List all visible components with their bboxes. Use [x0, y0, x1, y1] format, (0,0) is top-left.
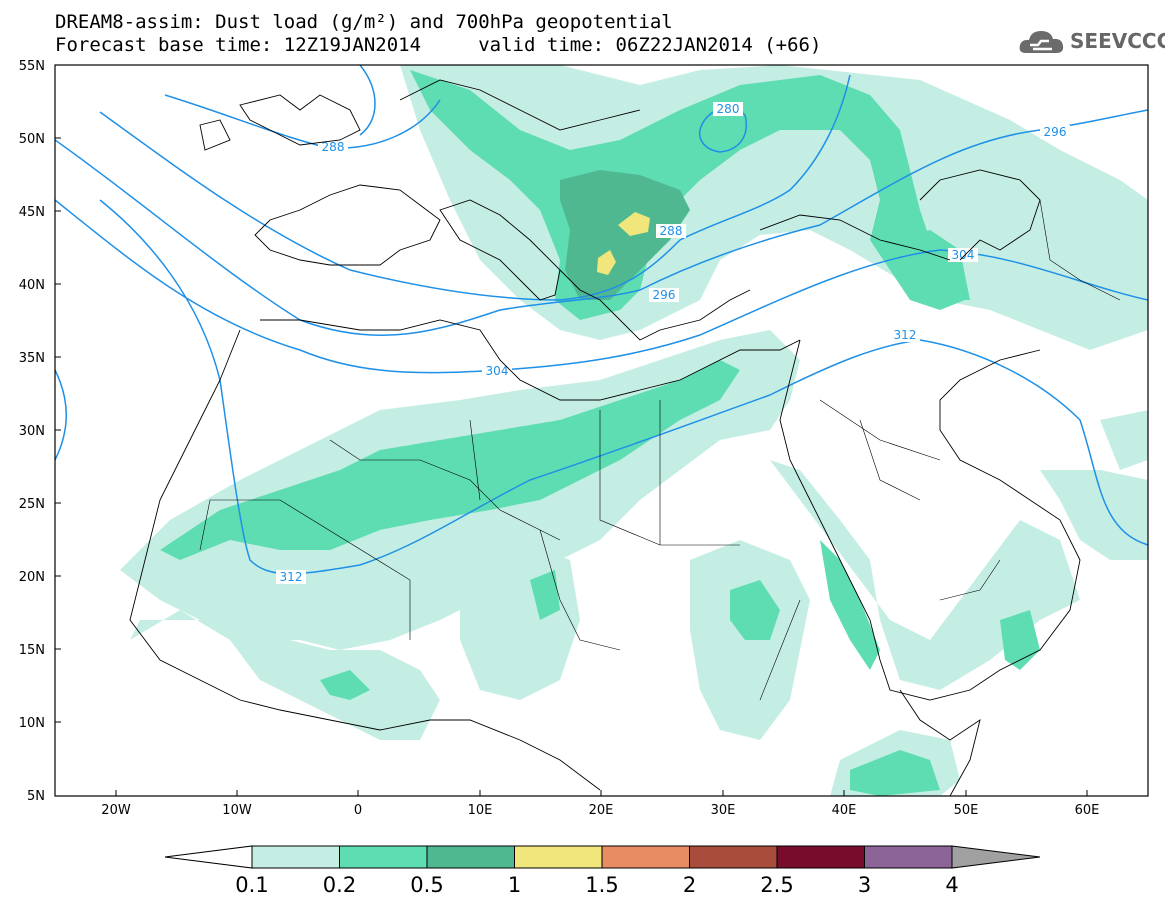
lon-label: 50E [954, 803, 979, 818]
contour-labels: 288 280 288 296 296 304 304 312 312 [276, 102, 1070, 584]
colorbar: 0.1 0.2 0.5 1 1.5 2 2.5 3 4 [164, 845, 1041, 897]
colorbar-label: 3 [858, 873, 871, 897]
lat-label: 40N [19, 278, 45, 293]
colorbar-box [776, 845, 865, 869]
lon-label: 20W [101, 803, 131, 818]
colorbar-box [601, 845, 690, 869]
lat-label: 50N [19, 132, 45, 147]
colorbar-box [426, 845, 515, 869]
colorbar-label: 0.1 [235, 873, 268, 897]
contour-label: 288 [660, 224, 683, 238]
map-title: DREAM8-assim: Dust load (g/m²) and 700hP… [55, 11, 673, 33]
colorbar-label: 2 [683, 873, 696, 897]
colorbar-boxes [251, 845, 953, 869]
colorbar-high-arrow [951, 845, 1041, 869]
colorbar-box [514, 845, 603, 869]
lat-label: 20N [19, 570, 45, 585]
lat-label: 30N [19, 424, 45, 439]
lat-ticks [55, 137, 61, 723]
colorbar-box [864, 845, 953, 869]
contour-label: 296 [1044, 125, 1067, 139]
contour-312 [99, 199, 1148, 575]
contour-288-west [164, 94, 441, 149]
lon-label: 10E [468, 803, 493, 818]
colorbar-low-arrow [164, 845, 253, 869]
lon-label: 20E [589, 803, 614, 818]
dust-level-0.5 [560, 170, 690, 300]
contour-label: 296 [653, 288, 676, 302]
cloud-logo-icon [1019, 31, 1064, 53]
contour-304-west [55, 369, 67, 461]
lat-label: 35N [19, 351, 45, 366]
colorbar-label: 1 [508, 873, 521, 897]
lon-label: 10W [222, 803, 252, 818]
dust-level-1 [597, 212, 650, 275]
colorbar-labels: 0.1 0.2 0.5 1 1.5 2 2.5 3 4 [235, 873, 958, 897]
lat-label: 10N [19, 716, 45, 731]
contour-296 [55, 109, 1148, 336]
dust-fields [120, 65, 1148, 796]
country-borders [199, 199, 1121, 701]
colorbar-box [251, 845, 340, 869]
colorbar-label: 1.5 [585, 873, 618, 897]
contour-288 [99, 74, 851, 301]
lat-label: 5N [27, 789, 45, 804]
seevccc-logo: SEEVCCC [1018, 25, 1165, 59]
lat-label: 55N [19, 59, 45, 74]
colorbar-label: 4 [945, 873, 958, 897]
colorbar-label: 0.2 [323, 873, 356, 897]
contour-label: 312 [894, 328, 917, 342]
contour-label: 312 [280, 570, 303, 584]
contour-label: 304 [952, 248, 975, 262]
contour-288-north [359, 65, 376, 136]
colorbar-label: 2.5 [760, 873, 793, 897]
latitude-labels: 55N 50N 45N 40N 35N 30N 25N 20N 15N 10N … [19, 59, 45, 804]
contour-label: 280 [717, 102, 740, 116]
lat-label: 45N [19, 205, 45, 220]
lon-ticks [115, 790, 1088, 796]
colorbar-box [339, 845, 428, 869]
dust-level-0.2 [160, 70, 1040, 796]
contour-label: 304 [486, 364, 509, 378]
lon-label: 30E [711, 803, 736, 818]
lat-label: 15N [19, 643, 45, 658]
lon-label: 60E [1075, 803, 1100, 818]
contour-label: 288 [322, 140, 345, 154]
lat-label: 25N [19, 497, 45, 512]
coastlines [129, 79, 1081, 796]
colorbar-label: 0.5 [410, 873, 443, 897]
lon-label: 0 [354, 803, 362, 818]
colorbar-box [689, 845, 778, 869]
forecast-times: Forecast base time: 12Z19JAN2014 valid t… [55, 34, 822, 56]
longitude-labels: 20W 10W 0 10E 20E 30E 40E 50E 60E [101, 803, 1099, 818]
lon-label: 40E [832, 803, 857, 818]
logo-text: SEEVCCC [1070, 29, 1165, 53]
